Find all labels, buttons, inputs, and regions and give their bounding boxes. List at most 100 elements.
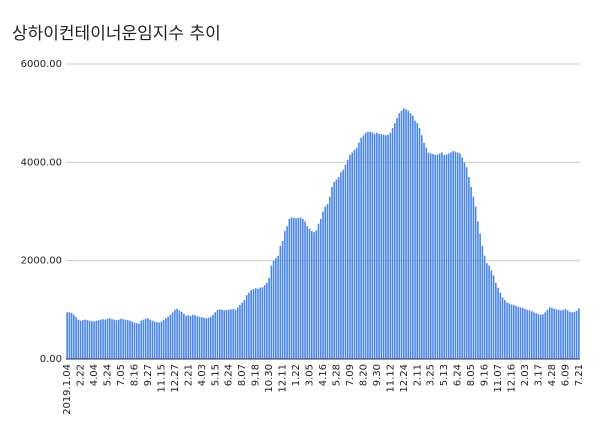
bar	[104, 319, 107, 359]
bar	[420, 135, 423, 359]
bar	[241, 302, 244, 359]
bar	[162, 319, 165, 359]
bar	[335, 179, 338, 359]
bar	[358, 142, 360, 359]
bar	[544, 312, 547, 359]
y-tick-label: 2000.00	[21, 256, 62, 267]
bar	[299, 217, 302, 359]
x-tick-label: 9.27	[143, 364, 154, 386]
bar	[225, 309, 228, 359]
x-tick-label: 2.03	[520, 364, 531, 386]
bar	[492, 275, 495, 359]
bar	[288, 218, 291, 359]
bar	[490, 270, 493, 359]
bar	[317, 223, 320, 359]
bar	[331, 186, 333, 359]
bar	[441, 152, 443, 359]
bar	[131, 321, 134, 359]
bar	[124, 319, 127, 359]
bar	[407, 110, 410, 359]
bar	[400, 110, 403, 359]
bar	[429, 153, 432, 359]
bar	[176, 308, 178, 359]
bar	[91, 321, 93, 359]
bar	[436, 154, 439, 359]
bar	[385, 135, 387, 359]
x-tick-label: 10.30	[264, 364, 275, 393]
bar	[129, 320, 131, 359]
bar	[205, 318, 208, 359]
bar	[86, 320, 89, 359]
bar	[463, 162, 466, 359]
bar	[477, 221, 479, 359]
bar	[405, 109, 407, 359]
bar	[371, 132, 374, 359]
x-tick-label: 6.24	[224, 364, 235, 386]
bar	[349, 154, 351, 359]
bar	[322, 211, 324, 359]
bar	[102, 319, 104, 359]
x-tick-label: 12.27	[170, 364, 181, 393]
bar	[456, 152, 459, 359]
bar	[396, 118, 398, 359]
bar	[360, 137, 362, 359]
bar	[135, 323, 138, 359]
bar	[319, 218, 322, 359]
x-tick-label: 7.09	[345, 364, 356, 386]
bar	[144, 318, 147, 359]
bar	[328, 196, 331, 359]
bar	[185, 315, 187, 359]
bar	[284, 231, 286, 359]
bar	[524, 308, 526, 359]
bar	[459, 153, 461, 359]
bar	[297, 217, 300, 359]
x-tick-label: 1.22	[291, 364, 302, 386]
bar	[380, 134, 383, 359]
bar	[252, 289, 255, 359]
bar	[120, 318, 122, 359]
bar	[425, 147, 428, 359]
bar	[171, 312, 174, 359]
bar	[555, 309, 558, 359]
x-tick-label: 11.07	[493, 364, 504, 393]
bar	[214, 312, 217, 359]
bar	[293, 217, 295, 359]
bar	[454, 151, 457, 359]
x-tick-label: 12.16	[507, 364, 518, 393]
x-tick-label: 3.05	[305, 364, 316, 386]
x-tick-label: 9.30	[372, 364, 383, 386]
bar	[160, 321, 163, 359]
bar	[438, 153, 441, 359]
bar	[468, 177, 470, 359]
bar	[445, 154, 448, 359]
bar	[115, 320, 118, 359]
bar	[551, 307, 553, 359]
chart-title: 상하이컨테이너운임지수 추이	[12, 24, 221, 44]
bar	[557, 309, 560, 359]
x-tick-label: 5.13	[439, 364, 450, 386]
bar	[499, 292, 502, 359]
bar	[147, 318, 149, 359]
bar	[221, 309, 223, 359]
bar	[266, 282, 268, 359]
bar	[562, 309, 564, 359]
x-tick-label: 11.12	[385, 364, 396, 393]
bar	[84, 319, 86, 359]
bar	[344, 164, 347, 359]
bar	[245, 295, 248, 359]
bar	[149, 319, 151, 359]
x-tick-label: 9.16	[480, 364, 491, 386]
bar	[99, 319, 102, 359]
bar	[194, 315, 196, 359]
bar	[183, 313, 185, 359]
bar	[167, 316, 169, 359]
bar	[447, 153, 450, 359]
bar	[324, 206, 327, 359]
x-tick-label: 3.17	[533, 364, 544, 386]
x-tick-label: 5.24	[103, 364, 114, 386]
bar	[340, 172, 342, 359]
bar	[93, 321, 95, 359]
bar	[200, 317, 203, 359]
bar	[272, 260, 275, 359]
bar	[106, 318, 109, 359]
